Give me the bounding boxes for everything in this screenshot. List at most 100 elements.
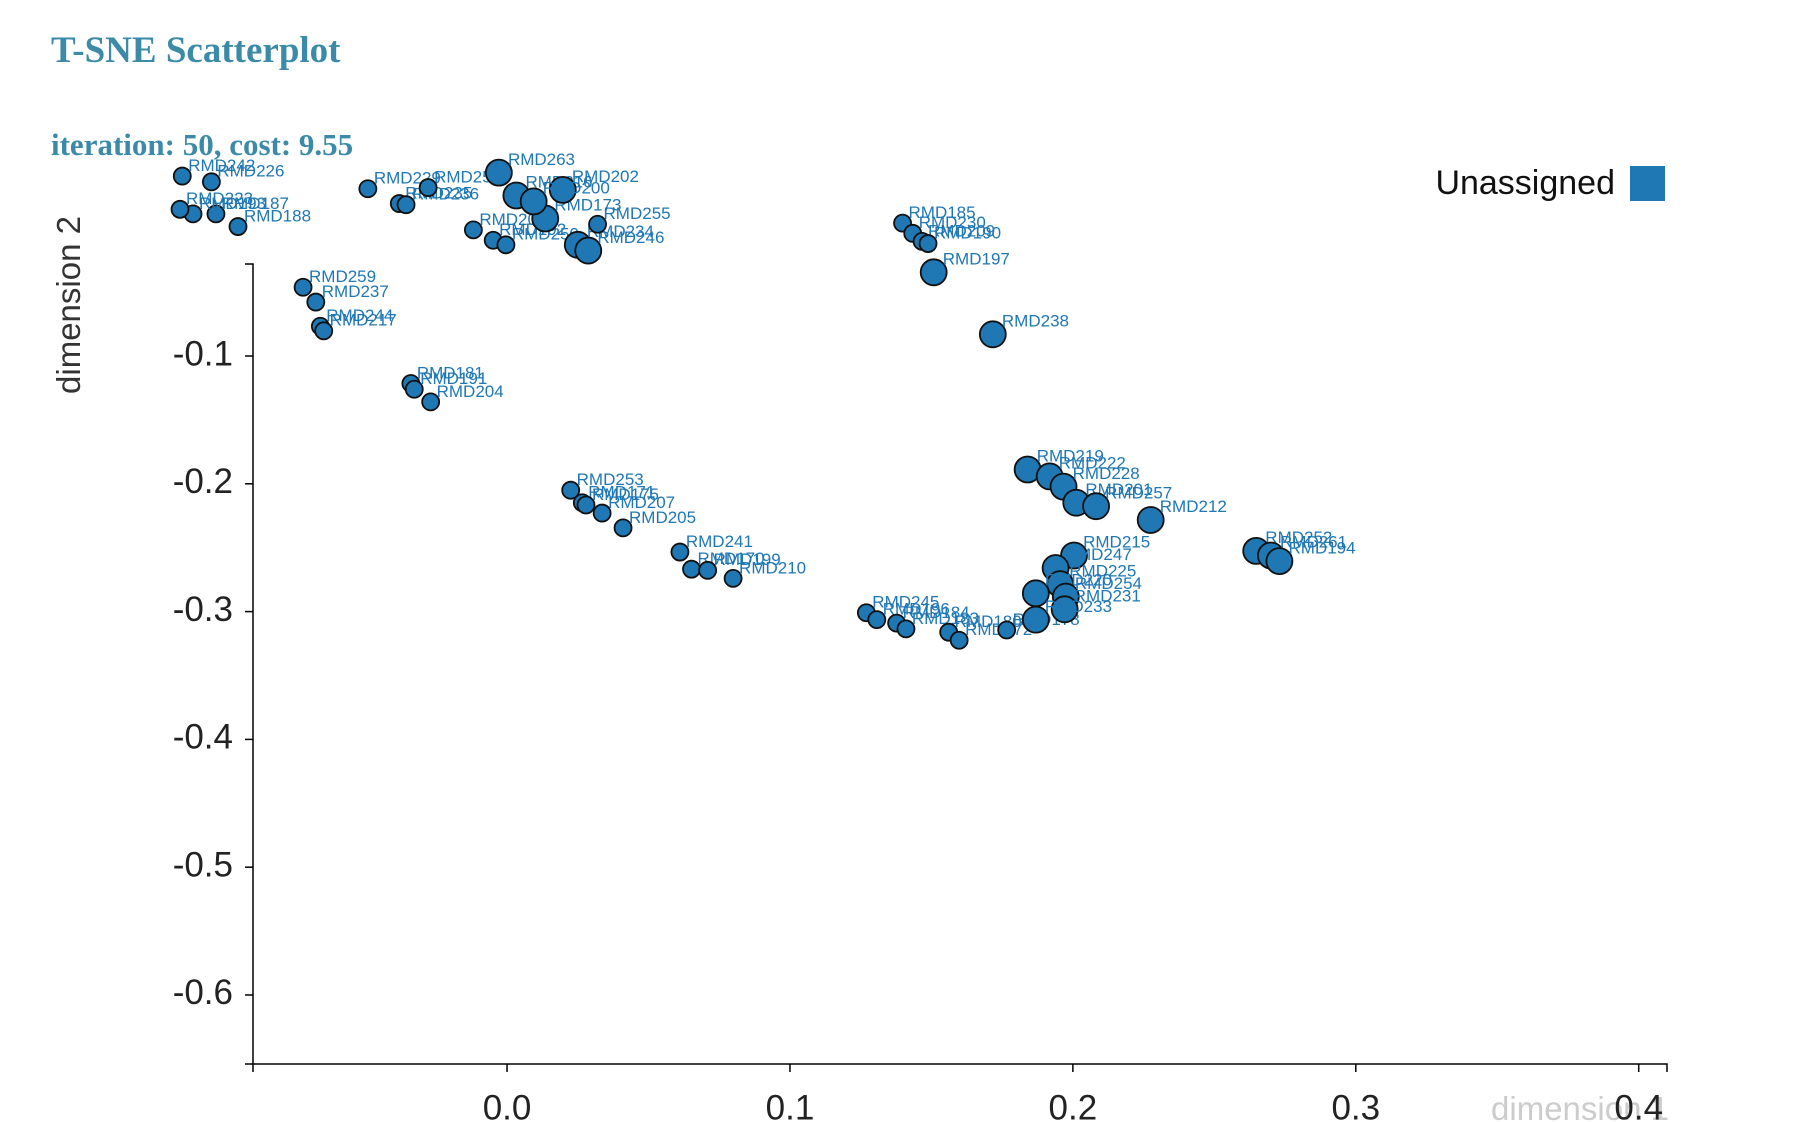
point	[588, 214, 607, 234]
point	[1082, 492, 1110, 521]
x-axis	[252, 1063, 1668, 1072]
plot-area: -0.1 -0.2 -0.3 -0.4 -0.5 -0.6 0.0 0.1 0.2 0.3 0.4 R…	[170, 150, 1668, 1122]
point	[1021, 605, 1050, 634]
y-axis-label: dimension 2	[50, 216, 87, 394]
point	[170, 199, 190, 219]
point	[228, 217, 248, 236]
point-label: RMD171	[588, 483, 655, 502]
point	[463, 220, 483, 240]
point-label: RMD238	[1002, 311, 1069, 330]
x-tick-label: 0.4	[1614, 1088, 1663, 1122]
point-label: RMD205	[629, 508, 696, 527]
point-label: RMD210	[739, 558, 806, 577]
point	[997, 620, 1017, 640]
point-label: RMD250	[512, 225, 579, 244]
point	[314, 321, 334, 341]
point-label: RMD247	[1065, 545, 1132, 564]
point-label: RMD190	[934, 223, 1001, 242]
point-label: RMD258	[434, 167, 501, 186]
point	[867, 610, 887, 630]
point	[592, 503, 612, 523]
point-label: RMD183	[912, 609, 979, 628]
point	[358, 179, 378, 199]
point-label: RMD252	[1265, 528, 1332, 547]
y-tick-label: -0.5	[173, 845, 233, 884]
point-label: RMD191	[420, 369, 487, 388]
point-label: RMD244	[326, 306, 393, 325]
point	[496, 235, 516, 255]
point	[949, 630, 969, 650]
point-label: RMD209	[928, 221, 995, 240]
x-tick-label: 0.3	[1331, 1088, 1380, 1122]
point-label: RMD194	[1289, 538, 1356, 557]
point-label: RMD187	[222, 194, 289, 213]
point	[418, 178, 438, 197]
point	[918, 234, 938, 253]
point	[404, 379, 424, 399]
legend: Unassigned	[1435, 164, 1665, 202]
legend-swatch	[1630, 166, 1665, 201]
point-label: RMD197	[943, 250, 1010, 269]
point	[484, 158, 513, 187]
point	[206, 204, 226, 224]
point-label: RMD254	[1075, 574, 1142, 593]
point	[293, 277, 313, 297]
point-label: RMD225	[1069, 561, 1136, 580]
point-label: RMD219	[1037, 447, 1104, 466]
point-label: RMD253	[577, 470, 644, 489]
x-tick-label: 0.1	[766, 1088, 815, 1122]
chart-subtitle: iteration: 50, cost: 9.55	[51, 127, 353, 162]
point	[698, 560, 718, 580]
point	[306, 292, 326, 312]
y-tick-label: -0.3	[173, 590, 233, 629]
point	[613, 518, 633, 538]
point	[202, 172, 221, 192]
point	[1265, 547, 1294, 576]
point	[574, 236, 603, 265]
x-tick-label: 0.0	[483, 1088, 532, 1122]
point-label: RMD222	[1059, 454, 1126, 473]
point-label: RMD184	[903, 603, 970, 622]
point	[576, 495, 596, 515]
point-label: RMD193	[199, 194, 266, 213]
x-axis-label: dimension 1	[1491, 1090, 1669, 1122]
point-label: RMD233	[1045, 597, 1112, 616]
y-tick-label: -0.2	[173, 462, 233, 501]
point-label: RMD196	[883, 600, 950, 619]
point-label: RMD263	[508, 150, 575, 169]
point-label: RMD188	[244, 206, 311, 225]
chart-title: T-SNE Scatterplot	[51, 30, 341, 71]
point	[723, 568, 743, 588]
point-label: RMD228	[1073, 464, 1140, 483]
point	[896, 619, 916, 639]
point	[978, 320, 1007, 349]
point-label: RMD202	[572, 167, 639, 186]
point-label: RMD230	[919, 213, 986, 232]
point	[548, 175, 577, 204]
x-tick-label: 0.2	[1049, 1088, 1098, 1122]
point-label: RMD242	[188, 156, 255, 175]
point-label: RMD226	[217, 162, 284, 181]
legend-label: Unassigned	[1435, 164, 1615, 202]
point-label: RMD170	[697, 549, 764, 568]
point-label: RMD261	[1280, 533, 1347, 552]
point	[421, 392, 441, 412]
point-label: RMD212	[1160, 497, 1227, 516]
point-label: RMD255	[604, 204, 671, 223]
point-label: RMD207	[608, 493, 675, 512]
point-label: RMD223	[186, 189, 253, 208]
point-label: RMD217	[330, 311, 397, 330]
point-label: RMD175	[592, 485, 659, 504]
point	[670, 542, 690, 562]
point	[919, 258, 948, 287]
point-label: RMD185	[909, 203, 976, 222]
point-label: RMD259	[309, 267, 376, 286]
point-label: RMD199	[714, 550, 781, 569]
point-label: RMD181	[417, 363, 484, 382]
point-label: RMD241	[686, 532, 753, 551]
point-label: RMD237	[322, 282, 389, 301]
point-label: RMD245	[872, 593, 939, 612]
point	[1136, 506, 1165, 534]
point-label: RMD246	[597, 228, 664, 247]
